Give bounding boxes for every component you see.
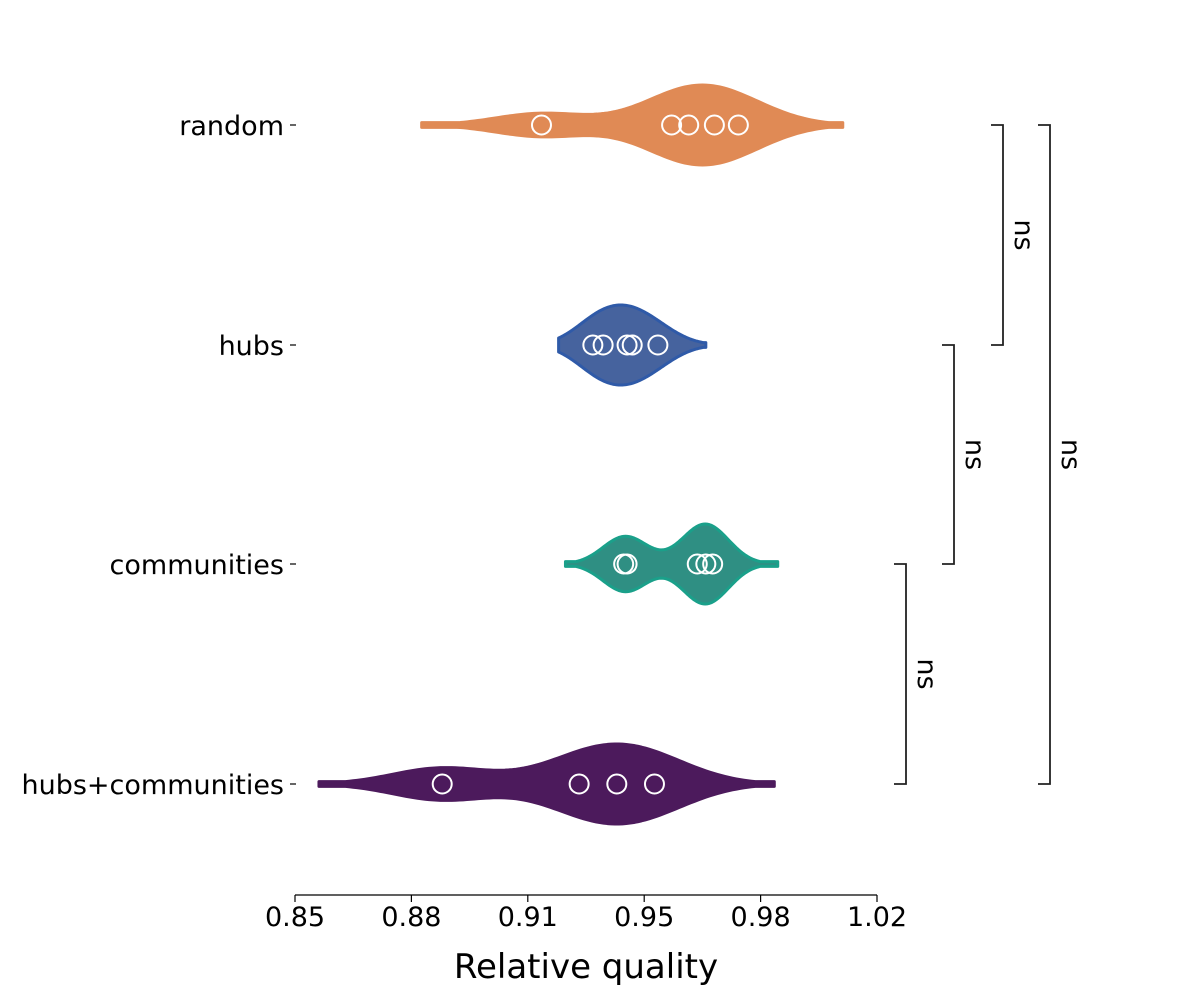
significance-brackets: ns ns ns ns (894, 124, 1086, 785)
data-point (702, 553, 724, 575)
violin-random (420, 83, 845, 167)
significance-bracket (1038, 124, 1051, 785)
significance-bracket (942, 344, 955, 565)
data-point (643, 773, 665, 795)
x-tick-label: 0.85 (265, 902, 325, 933)
x-axis-title: Relative quality (454, 947, 718, 987)
points-group (431, 114, 749, 795)
data-point (686, 553, 708, 575)
x-tick-label: 0.98 (731, 902, 791, 933)
x-tick-label: 1.02 (847, 902, 907, 933)
violin-communities (563, 522, 780, 606)
significance-label: ns (1055, 439, 1086, 470)
x-tick-label: 0.95 (614, 902, 674, 933)
data-point (530, 114, 552, 136)
significance-label: ns (911, 658, 942, 689)
significance-label: ns (959, 439, 990, 470)
data-point (431, 773, 453, 795)
data-point (703, 114, 725, 136)
data-point (661, 114, 683, 136)
data-point (568, 773, 590, 795)
violin-hubs-communities (317, 742, 776, 826)
y-tick-label: communities (110, 550, 284, 581)
data-point (647, 334, 669, 356)
data-point (695, 553, 717, 575)
data-point (621, 334, 643, 356)
x-tick-label: 0.88 (381, 902, 441, 933)
x-tick-label: 0.91 (498, 902, 558, 933)
data-point (582, 334, 604, 356)
y-tick-label: hubs+communities (21, 770, 284, 801)
x-axis: 0.85 0.88 0.91 0.95 0.98 1.02 (265, 894, 907, 933)
significance-bracket (991, 124, 1004, 346)
data-point (678, 114, 700, 136)
violin-hubs (557, 303, 708, 387)
data-point (727, 114, 749, 136)
significance-bracket (894, 563, 907, 785)
y-tick-label: hubs (219, 331, 284, 362)
data-point (606, 773, 628, 795)
y-tick-label: random (179, 111, 284, 142)
data-point (592, 334, 614, 356)
violins-group (317, 83, 845, 826)
data-point (616, 553, 638, 575)
y-axis: random hubs communities hubs+communities (21, 111, 296, 801)
significance-label: ns (1008, 219, 1039, 250)
data-point (616, 334, 638, 356)
